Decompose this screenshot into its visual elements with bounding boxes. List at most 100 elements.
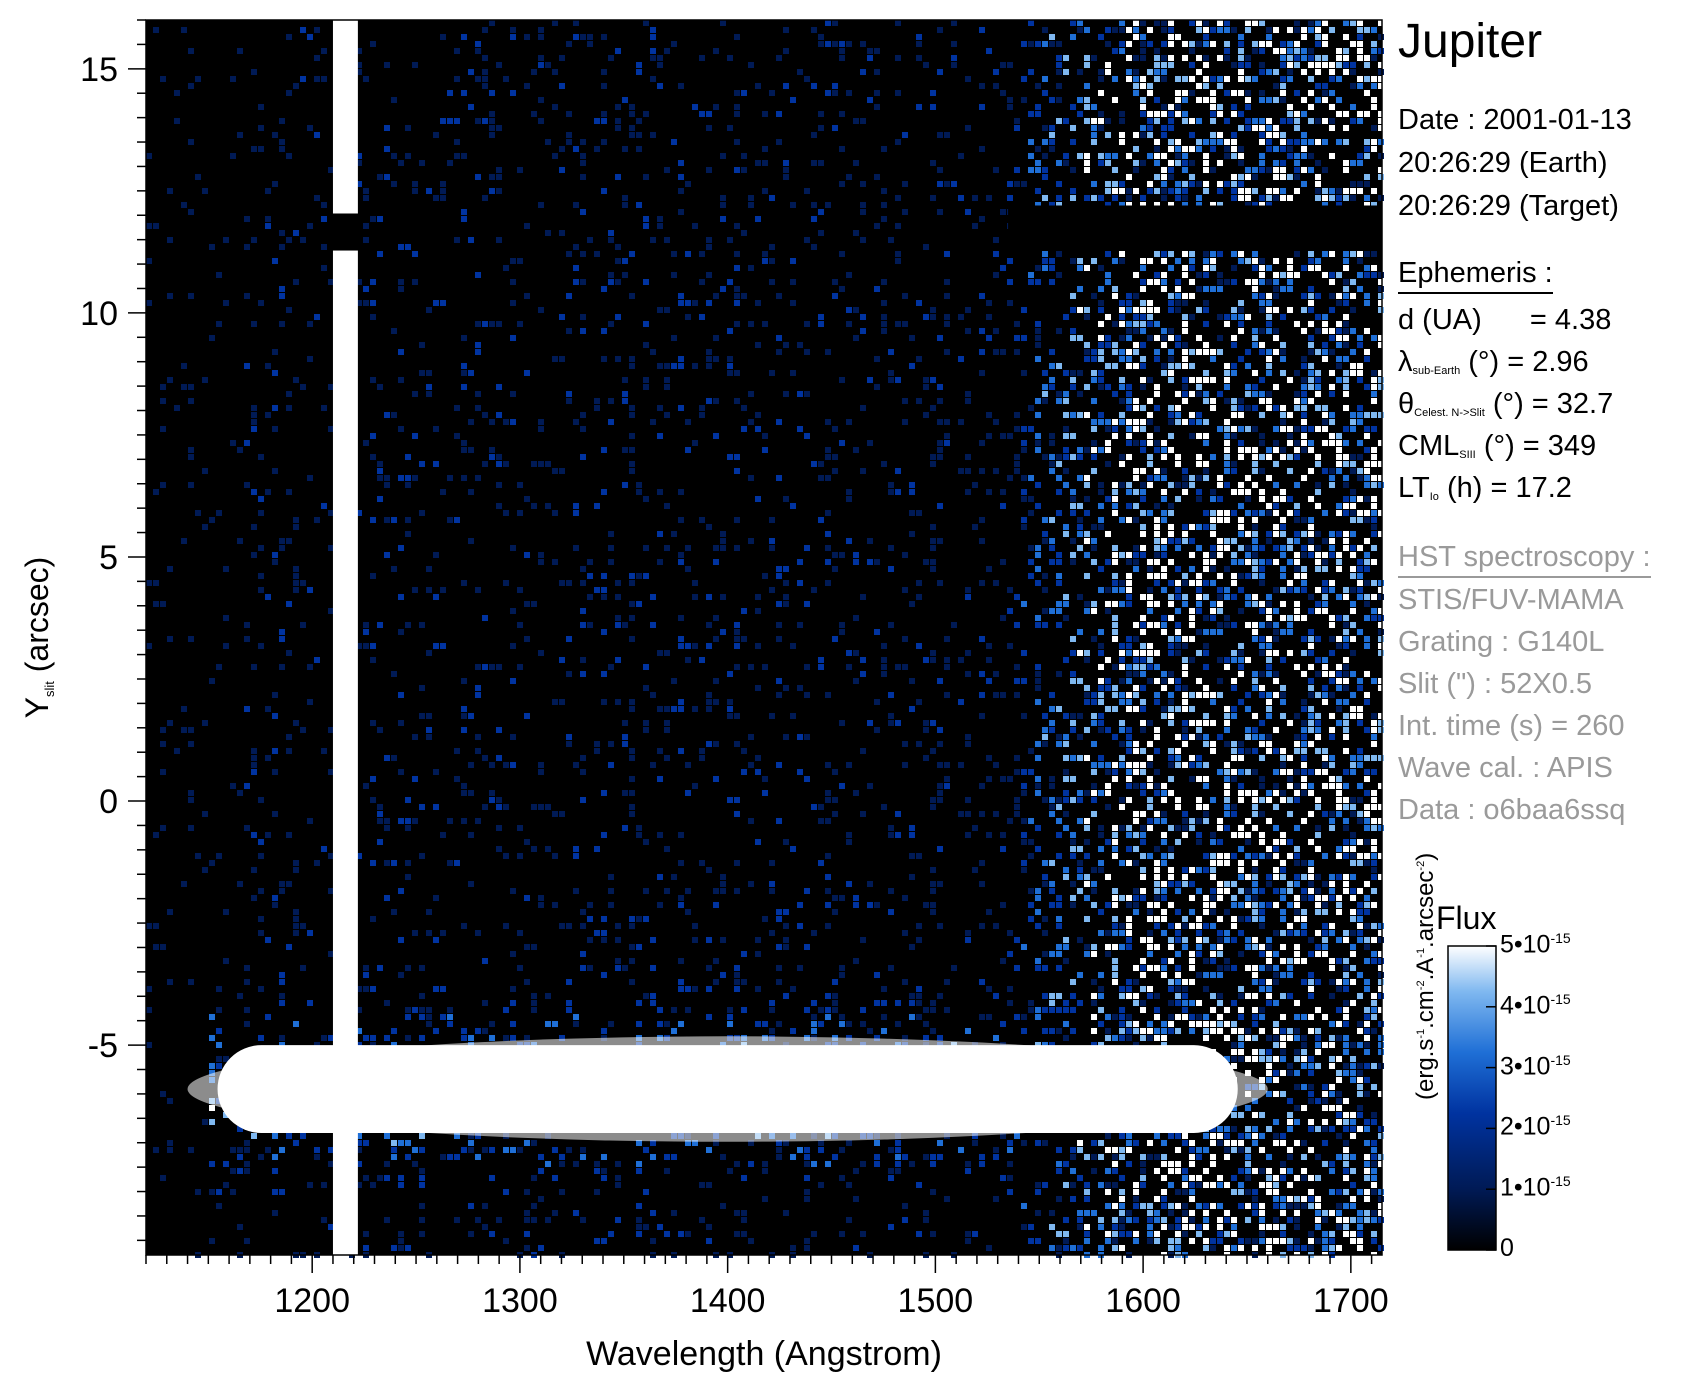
heatmap-pixel (1287, 496, 1293, 502)
heatmap-pixel (1119, 923, 1125, 929)
heatmap-pixel (1140, 622, 1146, 628)
heatmap-pixel (580, 139, 586, 145)
heatmap-pixel (1308, 608, 1314, 614)
heatmap-pixel (419, 461, 425, 467)
heatmap-pixel (986, 755, 992, 761)
heatmap-pixel (370, 776, 376, 782)
heatmap-pixel (1091, 468, 1097, 474)
heatmap-pixel (1196, 412, 1202, 418)
heatmap-pixel (1287, 468, 1293, 474)
heatmap-pixel (1126, 762, 1132, 768)
heatmap-pixel (783, 391, 789, 397)
heatmap-pixel (1196, 916, 1202, 922)
heatmap-pixel (1231, 895, 1237, 901)
heatmap-pixel (601, 671, 607, 677)
heatmap-pixel (1364, 202, 1370, 208)
heatmap-pixel (1350, 888, 1356, 894)
heatmap-pixel (1140, 48, 1146, 54)
heatmap-pixel (384, 412, 390, 418)
heatmap-pixel (1217, 818, 1223, 824)
heatmap-pixel (1231, 559, 1237, 565)
heatmap-pixel (1210, 377, 1216, 383)
heatmap-pixel (1259, 923, 1265, 929)
heatmap-pixel (1336, 902, 1342, 908)
heatmap-pixel (1245, 496, 1251, 502)
heatmap-pixel (685, 447, 691, 453)
heatmap-pixel (1189, 118, 1195, 124)
heatmap-pixel (734, 636, 740, 642)
heatmap-pixel (1252, 727, 1258, 733)
heatmap-pixel (1294, 118, 1300, 124)
heatmap-pixel (727, 671, 733, 677)
heatmap-pixel (1056, 195, 1062, 201)
heatmap-pixel (1000, 349, 1006, 355)
heatmap-pixel (958, 314, 964, 320)
heatmap-pixel (1140, 790, 1146, 796)
heatmap-pixel (573, 279, 579, 285)
heatmap-pixel (1280, 748, 1286, 754)
heatmap-pixel (1343, 783, 1349, 789)
heatmap-pixel (1182, 384, 1188, 390)
heatmap-pixel (1259, 741, 1265, 747)
heatmap-pixel (895, 20, 901, 26)
heatmap-pixel (1014, 937, 1020, 943)
heatmap-pixel (1231, 622, 1237, 628)
heatmap-pixel (1357, 566, 1363, 572)
heatmap-pixel (1182, 657, 1188, 663)
heatmap-pixel (1175, 419, 1181, 425)
heatmap-pixel (1161, 678, 1167, 684)
heatmap-pixel (629, 573, 635, 579)
heatmap-pixel (1315, 370, 1321, 376)
heatmap-pixel (832, 979, 838, 985)
heatmap-pixel (1133, 566, 1139, 572)
heatmap-pixel (965, 797, 971, 803)
heatmap-pixel (706, 398, 712, 404)
heatmap-pixel (825, 202, 831, 208)
heatmap-pixel (979, 293, 985, 299)
heatmap-pixel (223, 643, 229, 649)
heatmap-pixel (517, 930, 523, 936)
heatmap-pixel (1315, 587, 1321, 593)
heatmap-pixel (1133, 398, 1139, 404)
heatmap-pixel (482, 804, 488, 810)
heatmap-pixel (1259, 692, 1265, 698)
heatmap-pixel (1035, 335, 1041, 341)
heatmap-pixel (1175, 979, 1181, 985)
heatmap-pixel (692, 300, 698, 306)
heatmap-pixel (552, 356, 558, 362)
heatmap-pixel (615, 594, 621, 600)
heatmap-pixel (713, 356, 719, 362)
heatmap-pixel (1350, 706, 1356, 712)
heatmap-pixel (489, 118, 495, 124)
heatmap-pixel (1266, 664, 1272, 670)
heatmap-pixel (1301, 552, 1307, 558)
heatmap-pixel (1329, 475, 1335, 481)
heatmap-pixel (1119, 601, 1125, 607)
heatmap-pixel (1259, 986, 1265, 992)
heatmap-pixel (370, 720, 376, 726)
heatmap-pixel (1238, 559, 1244, 565)
heatmap-pixel (1287, 993, 1293, 999)
heatmap-pixel (419, 853, 425, 859)
heatmap-pixel (1280, 48, 1286, 54)
heatmap-pixel (1126, 797, 1132, 803)
heatmap-pixel (307, 818, 313, 824)
heatmap-pixel (734, 370, 740, 376)
heatmap-pixel (937, 27, 943, 33)
heatmap-pixel (1189, 909, 1195, 915)
heatmap-pixel (1182, 41, 1188, 47)
heatmap-pixel (629, 412, 635, 418)
heatmap-pixel (601, 34, 607, 40)
heatmap-pixel (1070, 335, 1076, 341)
heatmap-pixel (398, 475, 404, 481)
heatmap-pixel (1203, 20, 1209, 26)
heatmap-pixel (405, 797, 411, 803)
heatmap-pixel (370, 643, 376, 649)
heatmap-pixel (1343, 293, 1349, 299)
heatmap-pixel (741, 426, 747, 432)
heatmap-pixel (1315, 62, 1321, 68)
heatmap-pixel (1315, 727, 1321, 733)
heatmap-pixel (1364, 139, 1370, 145)
heatmap-pixel (643, 993, 649, 999)
heatmap-pixel (1301, 146, 1307, 152)
